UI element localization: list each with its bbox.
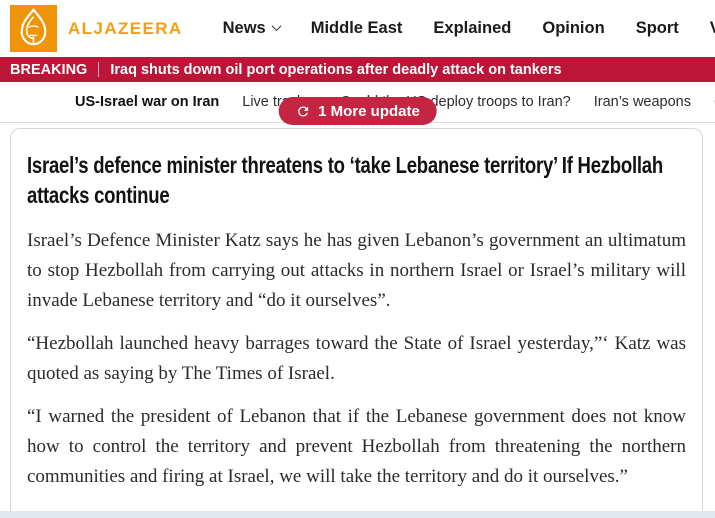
page-background-strip bbox=[0, 511, 715, 518]
chevron-down-icon bbox=[271, 20, 282, 31]
nav-item-explained[interactable]: Explained bbox=[433, 19, 512, 37]
primary-nav: News Middle East Explained Opinion Sport… bbox=[223, 19, 715, 38]
article-paragraph: Israel’s Defence Minister Katz says he h… bbox=[27, 230, 686, 311]
subnav-link-iran-weapons[interactable]: Iran’s weapons bbox=[593, 94, 692, 110]
breaking-headline[interactable]: Iraq shuts down oil port operations afte… bbox=[110, 61, 562, 78]
divider bbox=[98, 62, 100, 77]
subnav-section-title[interactable]: US-Israel war on Iran bbox=[75, 94, 220, 110]
breaking-news-bar[interactable]: BREAKING Iraq shuts down oil port operat… bbox=[0, 57, 715, 82]
article-headline: Israel’s defence minister threatens to ‘… bbox=[27, 152, 663, 208]
nav-item-news-label: News bbox=[222, 19, 266, 37]
breaking-label: BREAKING bbox=[10, 61, 88, 78]
more-update-button[interactable]: 1 More update bbox=[278, 97, 437, 125]
more-update-label: 1 More update bbox=[318, 102, 420, 120]
nav-item-opinion[interactable]: Opinion bbox=[542, 19, 605, 37]
nav-item-news[interactable]: News bbox=[222, 19, 282, 38]
aljazeera-logo[interactable] bbox=[10, 5, 57, 52]
nav-item-video[interactable]: Video bbox=[710, 19, 715, 38]
article-paragraph: “Hezbollah launched heavy barrages towar… bbox=[27, 333, 686, 384]
article-paragraph: “I warned the president of Lebanon that … bbox=[27, 406, 686, 487]
site-header: ALJAZEERA News Middle East Explained Opi… bbox=[0, 0, 715, 57]
nav-item-sport[interactable]: Sport bbox=[635, 19, 679, 37]
refresh-icon bbox=[297, 105, 308, 116]
aljazeera-wordmark[interactable]: ALJAZEERA bbox=[68, 18, 183, 38]
nav-item-middle-east[interactable]: Middle East bbox=[310, 19, 403, 37]
article-card: Israel’s defence minister threatens to ‘… bbox=[10, 128, 703, 518]
aljazeera-flame-icon bbox=[10, 5, 57, 52]
